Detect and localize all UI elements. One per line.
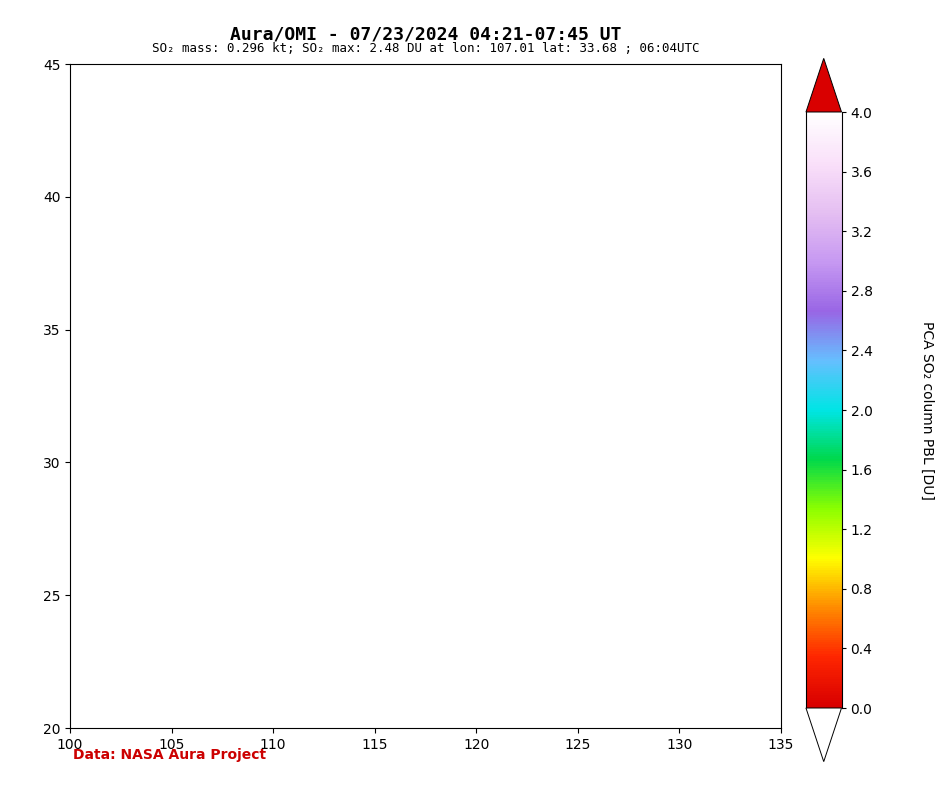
Text: Aura/OMI - 07/23/2024 04:21-07:45 UT: Aura/OMI - 07/23/2024 04:21-07:45 UT — [230, 26, 621, 43]
Text: SO₂ mass: 0.296 kt; SO₂ max: 2.48 DU at lon: 107.01 lat: 33.68 ; 06:04UTC: SO₂ mass: 0.296 kt; SO₂ max: 2.48 DU at … — [151, 42, 699, 54]
Text: Data: NASA Aura Project: Data: NASA Aura Project — [73, 747, 266, 762]
Polygon shape — [806, 58, 842, 112]
Text: PCA SO₂ column PBL [DU]: PCA SO₂ column PBL [DU] — [920, 321, 934, 499]
Polygon shape — [806, 708, 842, 762]
